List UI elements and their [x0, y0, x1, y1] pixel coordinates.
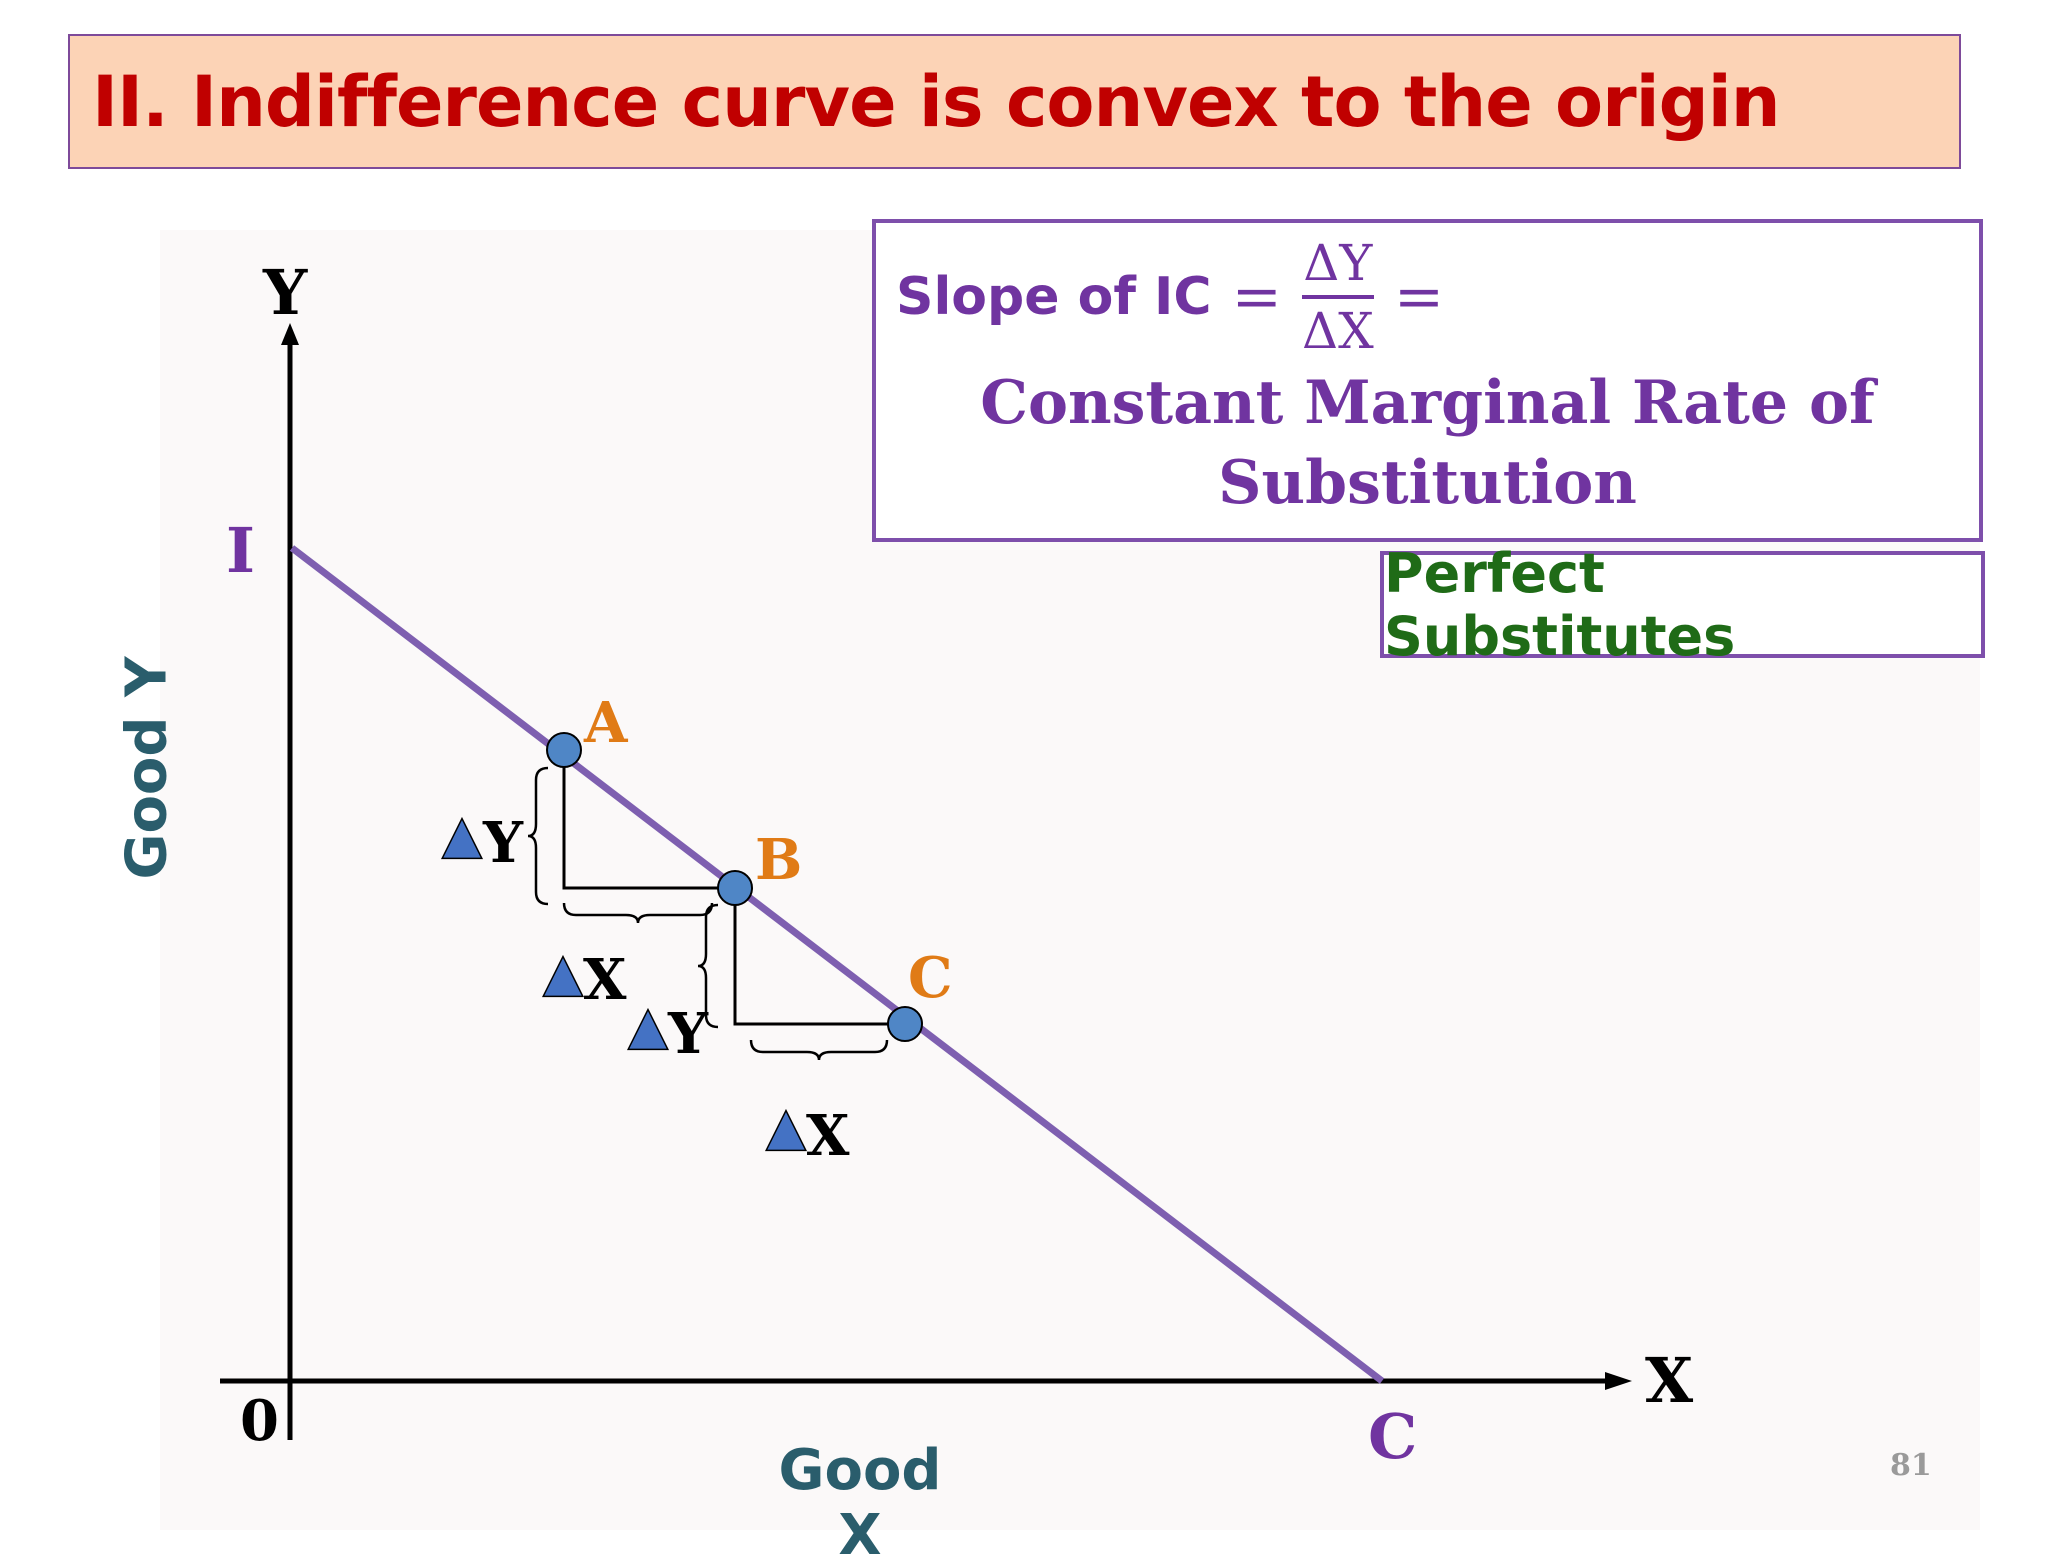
x-intercept-label: C — [1368, 1400, 1417, 1473]
equals-sign: = — [1231, 262, 1282, 332]
point-a-label: A — [583, 690, 629, 756]
origin-label: 0 — [240, 1388, 279, 1454]
delta-y-2-triangle: ▲ — [628, 996, 668, 1056]
y-axis-arrow-label: Y — [262, 256, 308, 329]
indifference-curve — [289, 545, 1385, 1384]
fraction-bar — [1301, 295, 1374, 299]
brace-delta-x-2 — [749, 1039, 889, 1061]
point-c — [887, 1006, 923, 1042]
brace-delta-y-2 — [697, 903, 719, 1029]
slide-title: II. Indifference curve is convex to the … — [92, 60, 1781, 143]
slope-label: Slope of IC — [896, 267, 1212, 327]
perfect-substitutes-label: Perfect Substitutes — [1384, 541, 1736, 668]
delta-x-1-letter: X — [583, 947, 627, 1013]
mrs-description: Constant Marginal Rate of Substitution — [980, 368, 1875, 518]
equals-sign-2: = — [1393, 262, 1445, 332]
formula-box: Slope of IC = ΔY ΔX = Constant Marginal … — [872, 219, 1983, 542]
point-b-label: B — [755, 827, 802, 893]
point-c-label: C — [908, 945, 953, 1011]
delta-fraction: ΔY ΔX — [1301, 233, 1374, 360]
y-intercept-label: I — [226, 514, 255, 587]
y-axis-title-text: Good Y — [114, 656, 180, 880]
x-axis-arrow-label: X — [1645, 1344, 1694, 1417]
step-a-b — [562, 750, 735, 890]
page-number: 81 — [1890, 1448, 1932, 1483]
y-axis-arrowhead — [281, 323, 299, 345]
x-axis-arrowhead — [1605, 1372, 1632, 1390]
delta-x-1-triangle: ▲ — [543, 943, 583, 1003]
delta-y-2-letter: Y — [667, 1001, 709, 1067]
point-a — [546, 732, 582, 768]
delta-y-1-triangle: ▲ — [442, 805, 482, 865]
indifference-diagram: ▲ ▲ ▲ ▲ Y X Y X A B C Y X 0 I C — [220, 256, 1694, 1473]
delta-x-2-letter: X — [806, 1103, 850, 1169]
brace-delta-x-1 — [562, 902, 714, 924]
x-axis-title: Good X — [778, 1438, 942, 1568]
step-b-c — [733, 888, 905, 1026]
delta-y-1-letter: Y — [482, 810, 524, 876]
perfect-substitutes-box: Perfect Substitutes — [1380, 542, 1985, 668]
fraction-denominator: ΔX — [1301, 302, 1374, 360]
brace-delta-y-1 — [527, 766, 549, 906]
point-b — [717, 870, 753, 906]
delta-x-2-triangle: ▲ — [766, 1097, 806, 1157]
slope-formula: Slope of IC = ΔY ΔX = — [896, 236, 1596, 357]
fraction-numerator: ΔY — [1303, 233, 1373, 292]
title-banner: II. Indifference curve is convex to the … — [68, 34, 1961, 169]
